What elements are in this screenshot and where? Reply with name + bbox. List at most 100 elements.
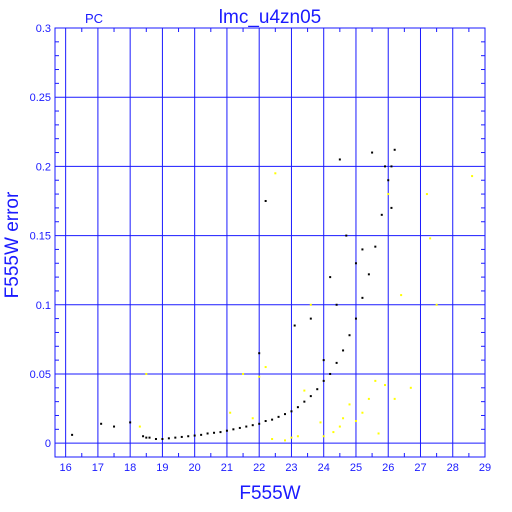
x-tick-label: 28 bbox=[447, 462, 459, 474]
black-data-point bbox=[180, 435, 183, 438]
black-data-point bbox=[329, 372, 332, 375]
yellow-data-point bbox=[367, 397, 370, 400]
yellow-data-point bbox=[393, 397, 396, 400]
black-data-point bbox=[232, 428, 235, 431]
black-data-point bbox=[335, 361, 338, 364]
black-data-point bbox=[187, 435, 190, 438]
yellow-data-point bbox=[409, 386, 412, 389]
yellow-data-point bbox=[354, 420, 357, 423]
x-tick-label: 20 bbox=[189, 462, 201, 474]
yellow-data-point bbox=[274, 172, 277, 175]
black-data-point bbox=[322, 359, 325, 362]
x-tick-label: 18 bbox=[124, 462, 136, 474]
yellow-data-point bbox=[387, 193, 390, 196]
yellow-data-point bbox=[384, 384, 386, 387]
black-data-point bbox=[251, 424, 254, 427]
plot-frame bbox=[54, 27, 486, 458]
yellow-data-point bbox=[400, 294, 403, 297]
x-tick-label: 19 bbox=[156, 462, 168, 474]
black-data-point bbox=[390, 206, 393, 209]
black-data-point bbox=[148, 436, 151, 439]
black-data-point bbox=[71, 433, 74, 436]
yellow-data-point bbox=[348, 403, 351, 406]
black-data-point bbox=[206, 432, 209, 435]
yellow-data-point bbox=[271, 438, 274, 441]
yellow-data-point bbox=[229, 411, 232, 414]
black-data-point bbox=[367, 273, 370, 276]
y-tick-label: 0.15 bbox=[30, 231, 51, 243]
y-tick-label: 0.05 bbox=[30, 369, 51, 381]
yellow-data-point bbox=[361, 411, 364, 414]
black-data-point bbox=[271, 418, 274, 421]
black-data-point bbox=[361, 248, 364, 251]
black-data-point bbox=[342, 349, 345, 352]
yellow-data-point bbox=[258, 375, 261, 378]
black-data-point bbox=[338, 158, 341, 161]
x-tick-label: 17 bbox=[92, 462, 104, 474]
y-tick-label: 0.25 bbox=[30, 92, 51, 104]
black-data-point bbox=[354, 317, 357, 320]
black-data-point bbox=[361, 296, 364, 299]
black-data-point bbox=[167, 437, 170, 440]
black-data-point bbox=[219, 431, 222, 434]
yellow-data-point bbox=[319, 421, 322, 424]
black-data-point bbox=[264, 420, 267, 423]
black-data-point bbox=[329, 276, 332, 279]
yellow-data-point bbox=[374, 379, 377, 382]
y-tick-label: 0.1 bbox=[36, 300, 51, 312]
yellow-data-point bbox=[303, 389, 306, 392]
black-data-point bbox=[390, 165, 393, 168]
yellow-data-point bbox=[377, 432, 380, 435]
yellow-data-point bbox=[290, 436, 293, 439]
black-data-point bbox=[393, 148, 396, 151]
black-data-point bbox=[161, 438, 164, 441]
x-tick-label: 16 bbox=[60, 462, 72, 474]
yellow-data-point bbox=[429, 237, 432, 240]
black-data-point bbox=[309, 395, 312, 398]
chart-title: lmc_u4zn05 bbox=[219, 7, 321, 28]
black-data-point bbox=[384, 165, 386, 168]
y-tick-label: 0 bbox=[45, 438, 51, 450]
yellow-data-point bbox=[342, 417, 345, 420]
x-axis-label: F555W bbox=[239, 483, 300, 504]
black-data-point bbox=[316, 388, 319, 391]
black-data-point bbox=[322, 379, 325, 382]
yellow-data-point bbox=[322, 435, 325, 438]
yellow-data-point bbox=[138, 425, 141, 428]
y-axis-label: F555W error bbox=[2, 191, 23, 298]
black-data-point bbox=[374, 245, 377, 248]
yellow-data-point bbox=[425, 193, 428, 196]
x-tick-labels: 16 17 18 19 20 21 22 23 24 25 26 27 28 29 bbox=[60, 462, 492, 474]
x-tick-label: 21 bbox=[221, 462, 233, 474]
black-data-point bbox=[200, 433, 203, 436]
black-data-point bbox=[284, 413, 286, 416]
y-tick-label: 0.2 bbox=[36, 161, 51, 173]
yellow-data-point bbox=[242, 372, 245, 375]
black-data-point bbox=[387, 179, 390, 182]
black-data-point bbox=[348, 334, 351, 337]
black-data-point bbox=[193, 434, 196, 437]
black-data-point bbox=[238, 426, 241, 429]
black-data-point bbox=[225, 429, 228, 432]
yellow-data-point bbox=[145, 372, 148, 375]
black-data-point bbox=[145, 436, 148, 439]
black-data-point bbox=[309, 317, 312, 320]
black-data-point bbox=[100, 422, 103, 425]
black-data-point bbox=[354, 262, 357, 265]
black-data-point bbox=[303, 400, 306, 403]
yellow-data-point bbox=[264, 366, 267, 369]
black-data-point bbox=[258, 352, 261, 355]
yellow-data-point bbox=[338, 425, 341, 428]
grid-lines bbox=[55, 27, 486, 457]
x-tick-label: 24 bbox=[318, 462, 330, 474]
black-data-point bbox=[154, 438, 157, 441]
y-tick-label: 0.3 bbox=[36, 23, 51, 35]
x-tick-label: 22 bbox=[253, 462, 265, 474]
black-data-point bbox=[371, 151, 374, 154]
yellow-data-point bbox=[251, 417, 254, 420]
yellow-data-point bbox=[309, 303, 312, 306]
black-data-point bbox=[258, 422, 261, 425]
black-data-point bbox=[293, 324, 296, 327]
black-data-point bbox=[129, 421, 132, 424]
